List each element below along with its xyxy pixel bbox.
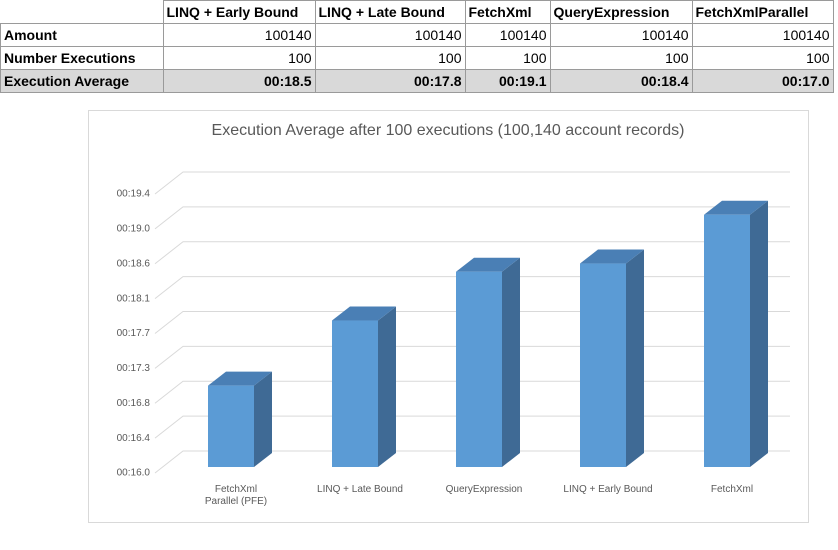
bar-top — [332, 306, 396, 321]
table-cell: 100 — [549, 46, 693, 70]
bar — [704, 214, 750, 467]
x-tick-label-box: QueryExpression — [445, 484, 523, 495]
y-tick-label: 00:16.4 — [117, 433, 151, 444]
bar — [208, 385, 254, 467]
x-tick-label: QueryExpression — [445, 484, 523, 495]
row-header: Execution Average — [0, 69, 164, 93]
y-tick-label: 00:19.4 — [117, 189, 151, 200]
table-cell: 00:18.4 — [549, 69, 693, 93]
bar-top — [208, 371, 272, 386]
x-tick-label-box: FetchXml — [710, 484, 754, 495]
table-cell: 100140 — [549, 23, 693, 47]
grid-line — [154, 206, 790, 230]
table-cell: 100140 — [464, 23, 551, 47]
table-row: Amount 100140 100140 100140 100140 100140 — [0, 23, 834, 47]
chart-frame — [88, 110, 809, 523]
bar-side — [750, 200, 768, 467]
y-tick-label: 00:16.8 — [117, 398, 151, 409]
table-cell: 00:18.5 — [162, 69, 316, 93]
table-row: Execution Average 00:18.5 00:17.8 00:19.1 00… — [0, 69, 834, 93]
x-tick-label-box: FetchXml Parallel (PFE) — [204, 484, 268, 507]
y-tick-label: 00:18.6 — [117, 258, 151, 269]
bar — [332, 320, 378, 467]
y-tick-label: 00:17.3 — [117, 363, 151, 374]
bar-top — [456, 257, 520, 272]
bar-side — [378, 306, 396, 467]
column-header: FetchXmlParallel — [691, 0, 834, 24]
table-row: Number Executions 100 100 100 100 100 — [0, 46, 834, 70]
bar — [456, 271, 502, 467]
x-tick-label: FetchXml Parallel (PFE) — [204, 484, 268, 507]
column-header: QueryExpression — [549, 0, 693, 24]
x-tick-label: LINQ + Late Bound — [317, 484, 403, 495]
column-header: LINQ + Early Bound — [162, 0, 316, 24]
x-tick-label-box: LINQ + Early Bound — [563, 484, 653, 495]
data-table: LINQ + Early Bound LINQ + Late Bound Fetch… — [0, 0, 834, 93]
grid-line — [154, 171, 790, 195]
y-tick-label: 00:17.7 — [117, 328, 151, 339]
bar-side — [502, 257, 520, 467]
table-cell: 00:19.1 — [464, 69, 551, 93]
table-cell: 100 — [314, 46, 466, 70]
column-header: LINQ + Late Bound — [314, 0, 466, 24]
bar-top — [704, 200, 768, 215]
table-cell: 00:17.0 — [691, 69, 834, 93]
x-tick-label-box: LINQ + Late Bound — [317, 484, 403, 495]
table-cell: 00:17.8 — [314, 69, 466, 93]
table-cell: 100 — [464, 46, 551, 70]
bar-side — [626, 249, 644, 467]
row-header: Number Executions — [0, 46, 164, 70]
x-tick-label: LINQ + Early Bound — [563, 484, 653, 495]
grid-line — [154, 241, 790, 265]
column-header: FetchXml — [464, 0, 551, 24]
y-tick-label: 00:16.0 — [117, 468, 151, 479]
row-header: Amount — [0, 23, 164, 47]
bar-top — [580, 249, 644, 264]
y-tick-label: 00:18.1 — [117, 293, 151, 304]
table-cell: 100 — [162, 46, 316, 70]
header-row: LINQ + Early Bound LINQ + Late Bound Fetch… — [0, 0, 834, 24]
x-tick-label: FetchXml — [710, 484, 754, 495]
chart-title: Execution Average after 100 executions (… — [212, 122, 685, 139]
y-tick-label: 00:19.0 — [117, 224, 151, 235]
bar-side — [254, 371, 272, 467]
bar — [580, 263, 626, 467]
